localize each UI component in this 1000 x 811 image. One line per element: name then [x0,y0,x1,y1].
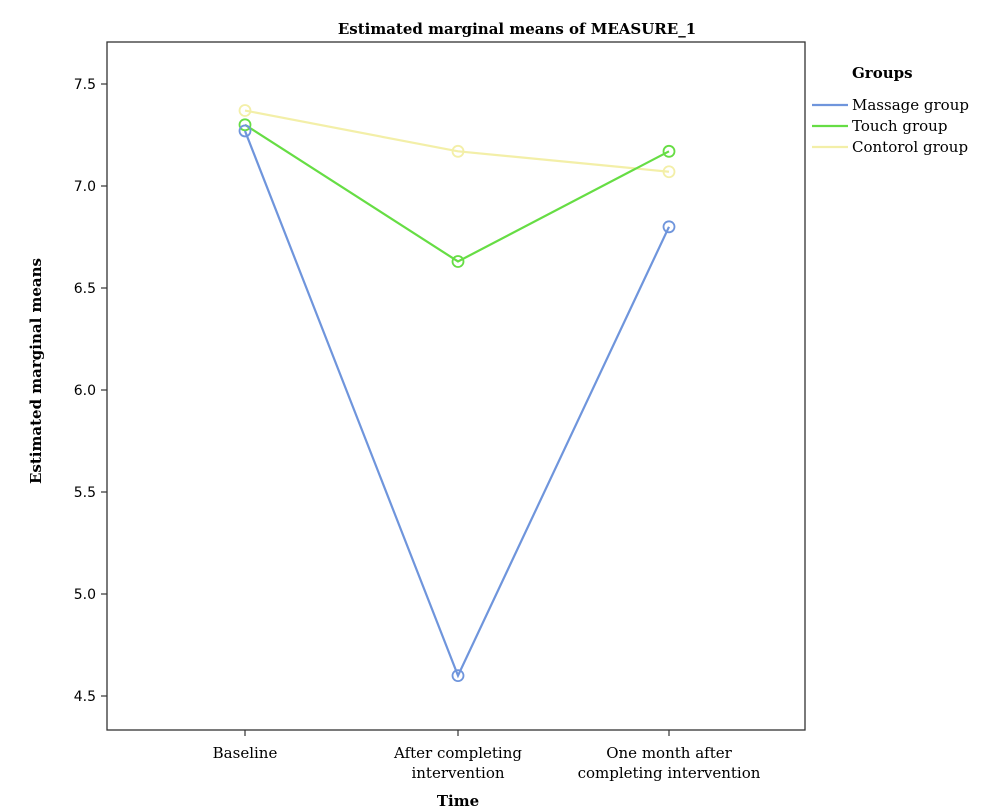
data-point [451,255,465,268]
legend-title: Groups [852,64,913,82]
data-point [662,165,676,179]
chart-title: Estimated marginal means of MEASURE_1 [338,20,696,38]
plot-area [106,41,806,731]
legend-label: Contorol group [852,138,968,156]
series-line [244,109,670,173]
data-point [238,104,252,117]
data-point [662,220,676,234]
data-point [238,118,252,132]
y-tick-label: 5.0 [74,587,96,603]
legend: Groups Massage group Touch group Contorol … [812,64,969,156]
series-layer [238,104,676,682]
x-axis-title: Time [437,792,479,810]
x-tick-label: Baseline [213,744,278,762]
y-tick-label: 7.0 [74,179,96,195]
legend-label: Massage group [852,96,969,114]
data-point [451,669,465,682]
y-tick-label: 4.5 [74,689,96,705]
x-tick-label: One month after completing intervention [578,744,761,782]
y-tick-label: 6.5 [74,281,96,297]
series-line [243,130,670,679]
y-axis: 4.5 5.0 5.5 6.0 6.5 7.0 7.5 [74,77,107,705]
data-point [662,144,676,158]
data-point [238,124,252,138]
data-point [451,144,465,158]
y-tick-label: 6.0 [74,383,96,399]
y-axis-title: Estimated marginal means [27,258,45,484]
x-axis: Baseline After completing intervention One … [213,730,761,782]
y-tick-label: 5.5 [74,485,96,501]
legend-label: Touch group [852,117,947,135]
series-line [244,123,670,263]
x-tick-label: After completing intervention [393,744,522,782]
y-tick-label: 7.5 [74,77,96,93]
